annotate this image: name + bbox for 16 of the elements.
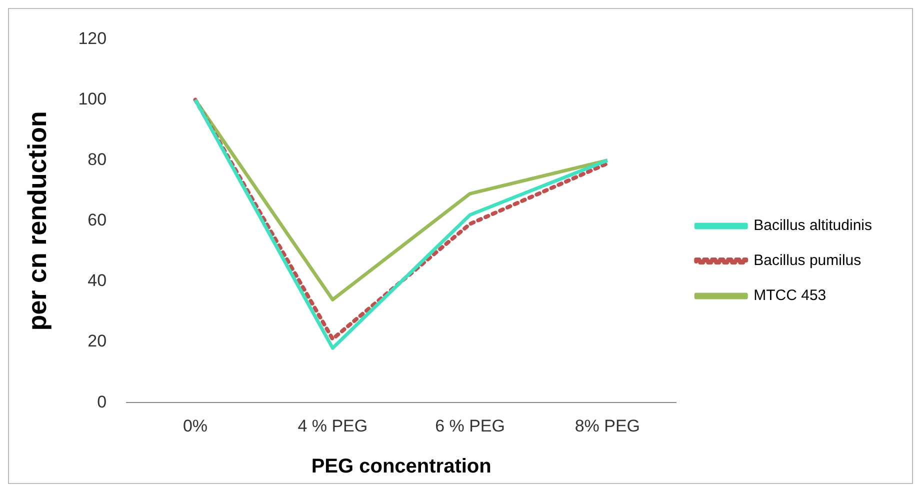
legend-label: MTCC 453: [754, 287, 826, 304]
y-tick-label: 100: [78, 89, 107, 108]
x-axis-title: PEG concentration: [311, 456, 492, 478]
y-tick-label: 0: [97, 392, 107, 412]
legend-label: Bacillus pumilus: [754, 252, 862, 270]
x-tick-label: 0%: [182, 416, 208, 436]
y-tick-label: 40: [88, 271, 107, 290]
y-tick-label: 20: [88, 332, 107, 351]
y-tick-label: 80: [88, 150, 107, 170]
y-axis-title: per cn renduction: [22, 111, 52, 331]
x-tick-label: 4 % PEG: [298, 416, 368, 436]
x-tick-label: 8% PEG: [574, 416, 640, 436]
legend-label: Bacillus altitudinis: [754, 217, 872, 234]
y-tick-label: 60: [88, 210, 107, 230]
y-tick-label: 120: [78, 28, 107, 48]
x-tick-label: 6 % PEG: [435, 416, 505, 436]
